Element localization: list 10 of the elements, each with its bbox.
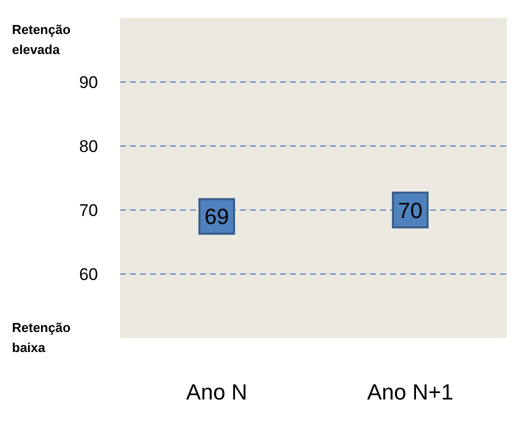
y-tick-label: 60 bbox=[79, 265, 98, 284]
x-tick-label: Ano N+1 bbox=[367, 380, 454, 405]
y-tick-label: 80 bbox=[79, 137, 98, 156]
y-tick-label: 90 bbox=[79, 73, 98, 92]
data-label: 70 bbox=[398, 198, 422, 223]
y-tick-label: 70 bbox=[79, 201, 98, 220]
data-label: 69 bbox=[204, 204, 229, 230]
text: Retenção elevada bbox=[12, 21, 72, 59]
x-tick-label: Ano N bbox=[186, 380, 248, 405]
text: Retenção baixa bbox=[12, 319, 72, 357]
